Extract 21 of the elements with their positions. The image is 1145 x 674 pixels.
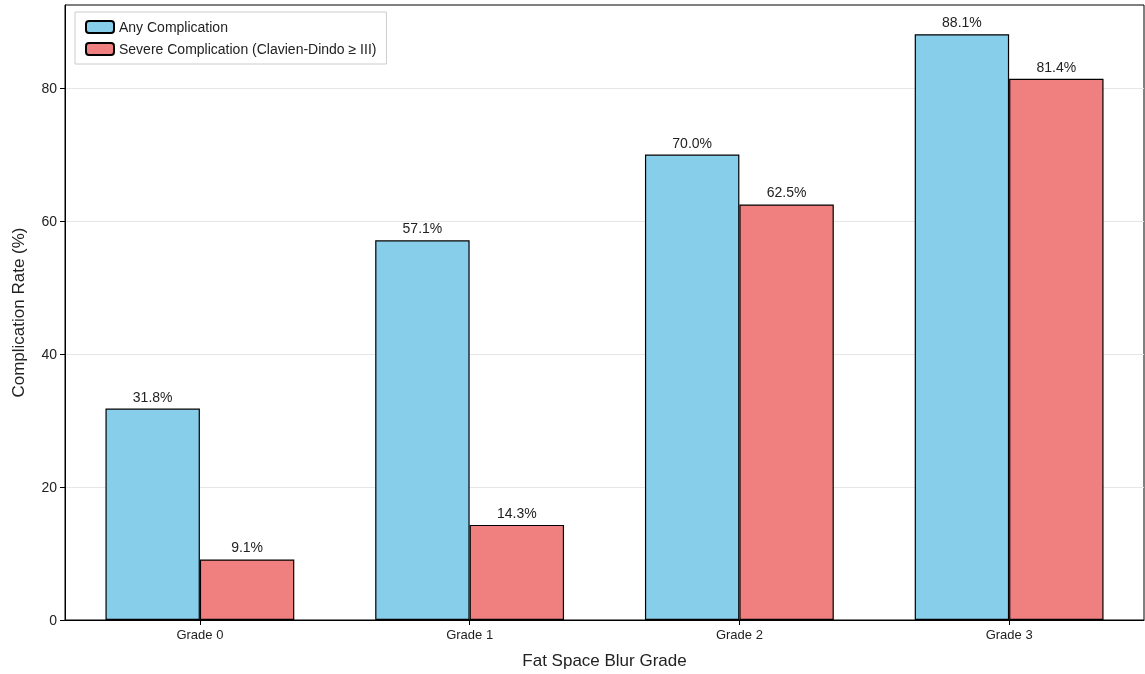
data-label: 62.5%	[766, 184, 807, 201]
legend-label: Severe Complication (Clavien-Dindo ≥ III)	[119, 41, 377, 57]
x-tick-label: Grade 2	[715, 627, 763, 642]
data-label: 9.1%	[231, 539, 264, 556]
x-tick-label: Grade 0	[176, 627, 224, 642]
y-tick-label: 80	[41, 80, 58, 97]
y-axis-title: Complication Rate (%)	[9, 227, 28, 398]
y-tick-label: 0	[49, 612, 58, 628]
y-tick-label: 40	[41, 346, 58, 363]
data-label: 81.4%	[1036, 58, 1077, 75]
data-label: 88.1%	[942, 14, 982, 31]
data-label: 57.1%	[402, 220, 443, 237]
x-tick-label: Grade 1	[446, 627, 494, 642]
legend-label: Any Complication	[119, 19, 228, 35]
data-label: 70.0%	[672, 134, 713, 151]
x-axis-title: Fat Space Blur Grade	[522, 651, 687, 670]
y-tick-label: 20	[41, 479, 58, 496]
data-label: 31.8%	[132, 388, 173, 405]
x-tick-label: Grade 3	[985, 627, 1033, 642]
y-tick-label: 60	[41, 213, 58, 230]
data-label: 14.3%	[496, 504, 537, 521]
